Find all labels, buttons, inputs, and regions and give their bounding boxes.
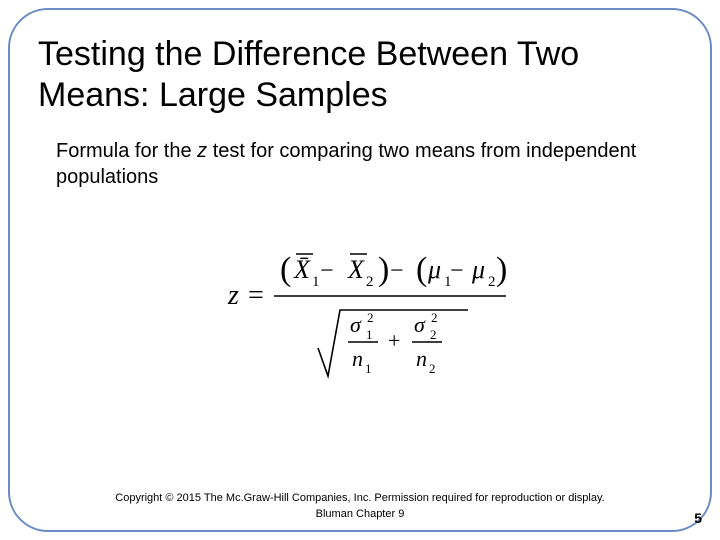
subtitle-pre: Formula for the xyxy=(56,140,197,162)
sigma2: σ xyxy=(414,312,426,337)
formula-svg: z = ( X̄ 1 − X 2 ) − ( xyxy=(200,230,520,390)
footer: Copyright © 2015 The Mc.Graw-Hill Compan… xyxy=(0,491,720,522)
den-plus: + xyxy=(388,328,400,353)
xbar1-sub: 1 xyxy=(312,274,320,290)
n1-sub: 1 xyxy=(365,361,372,376)
n2-sub: 2 xyxy=(429,361,436,376)
sigma1-sup: 2 xyxy=(367,310,374,325)
slide-subtitle: Formula for the z test for comparing two… xyxy=(56,138,642,190)
formula-lhs: z xyxy=(227,280,239,311)
num-rparen: ) xyxy=(378,251,389,288)
page-number: 5 xyxy=(694,510,702,526)
num-minus1: − xyxy=(320,258,334,284)
sigma2-sub: 2 xyxy=(430,327,437,342)
num-lparen: ( xyxy=(280,251,291,288)
sigma2-sup: 2 xyxy=(431,310,438,325)
content-area: Testing the Difference Between Two Means… xyxy=(38,34,682,397)
n1: n xyxy=(352,346,363,371)
mu2-sub: 2 xyxy=(488,274,496,290)
num-minus2: − xyxy=(390,258,404,284)
slide-title: Testing the Difference Between Two Means… xyxy=(38,34,682,116)
num-minus3: − xyxy=(450,258,464,284)
mu2: μ xyxy=(471,255,485,284)
num-rparen2: ) xyxy=(496,251,507,288)
n2: n xyxy=(416,346,427,371)
xbar2-sub: 2 xyxy=(366,274,374,290)
z-test-formula: z = ( X̄ 1 − X 2 ) − ( xyxy=(200,230,520,397)
sigma1: σ xyxy=(350,312,362,337)
subtitle-z: z xyxy=(197,140,207,162)
formula-eq: = xyxy=(248,280,264,311)
mu1: μ xyxy=(427,255,441,284)
formula-container: z = ( X̄ 1 − X 2 ) − ( xyxy=(38,230,682,397)
xbar1: X̄ xyxy=(293,255,311,284)
xbar2: X xyxy=(347,255,365,284)
chapter-text: Bluman Chapter 9 xyxy=(0,507,720,522)
copyright-text: Copyright © 2015 The Mc.Graw-Hill Compan… xyxy=(0,491,720,506)
sigma1-sub: 1 xyxy=(366,327,373,342)
num-lparen2: ( xyxy=(416,251,427,288)
